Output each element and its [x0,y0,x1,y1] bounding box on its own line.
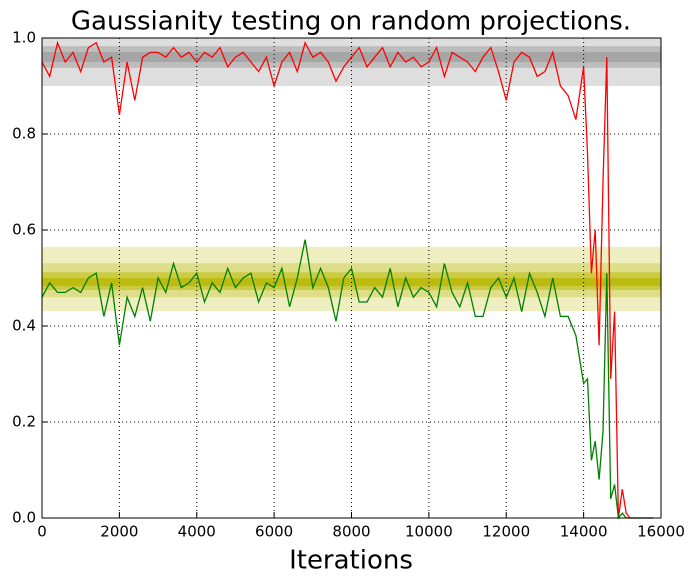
data-line [41,40,654,519]
y-tick-label: 1.0 [12,29,36,47]
x-tick-label: 16000 [637,523,685,541]
y-tick-label: 0.8 [12,125,36,143]
x-tick-label: 8000 [332,523,370,541]
x-tick-label: 2000 [100,523,138,541]
x-tick-label: 12000 [482,523,530,541]
y-tick-label: 0.2 [12,413,36,431]
x-tick-label: 0 [37,523,47,541]
y-tick-label: 0.6 [12,221,36,239]
x-tick-label: 14000 [560,523,608,541]
y-tick-label: 0.4 [12,317,36,335]
x-tick-label: 10000 [405,523,453,541]
x-tick-label: 4000 [178,523,216,541]
x-axis-label: Iterations [289,546,413,576]
plot-frame [41,37,662,519]
chart-title: Gaussianity testing on random projection… [71,7,631,37]
y-tick-label: 0.0 [12,509,36,527]
x-tick-label: 6000 [255,523,293,541]
data-line [41,239,654,520]
